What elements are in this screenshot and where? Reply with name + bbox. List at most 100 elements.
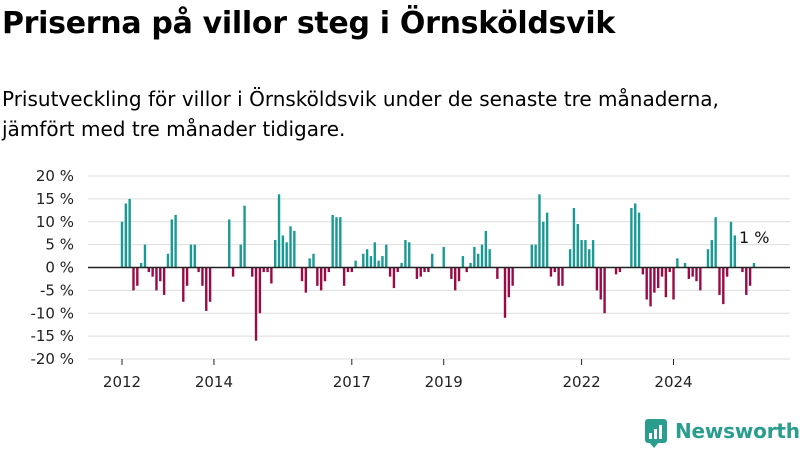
bar [231,267,235,277]
bar [634,203,637,268]
x-tick-label: 2014 [195,373,233,391]
bar [591,240,595,268]
x-axis-ticks: 2012 2014 2017 2019 2022 2024 [103,359,693,391]
y-axis-ticks: 20 % 15 % 10 % 5 % 0 % -5 % -10 % -15 % -20 % [30,167,74,368]
bar [258,267,262,314]
bar [733,235,736,268]
bar [208,267,212,302]
bar [159,267,162,282]
bar [342,267,346,286]
bar [691,267,694,277]
bar [132,267,135,291]
bar [657,267,660,289]
y-tick-label: 20 % [36,167,74,185]
bar [676,258,679,268]
bar [139,262,143,268]
bar [461,256,465,268]
bar [350,267,353,273]
bar [143,244,147,268]
bar [362,253,365,268]
x-tick-label: 2012 [103,373,141,391]
bar [496,267,499,279]
bars [120,194,756,341]
bar [710,240,714,268]
bar [392,267,396,289]
bar [480,244,484,268]
y-tick-label: 5 % [45,236,74,254]
bar [653,267,656,293]
bar [346,267,350,273]
bar [603,267,606,314]
bar [687,267,691,279]
bar [266,267,269,273]
bar [568,249,572,268]
bar [396,267,399,273]
bar [473,246,476,268]
bar [545,212,549,268]
chart-title: Priserna på villor steg i Örnsköldsvik [2,6,615,41]
bar [423,267,426,273]
bar [699,267,702,291]
y-tick-label: -15 % [30,327,74,345]
bar [572,208,576,268]
bar [316,267,319,286]
bar [300,267,304,282]
bar [289,226,292,268]
bar [197,267,200,273]
bar [323,267,327,282]
bar [664,267,668,298]
y-tick-label: -10 % [30,304,74,322]
bar [381,256,384,268]
bar [189,244,193,268]
bar [511,267,514,286]
bar [151,267,154,277]
bar [618,267,622,273]
bar [174,214,177,268]
bar [243,205,246,268]
bar [450,267,453,279]
x-tick-label: 2019 [425,373,463,391]
bar [748,267,752,286]
bar [128,198,131,268]
bar [503,267,507,318]
bar [507,267,511,298]
bar [319,267,323,291]
bar [312,253,315,268]
bar [683,262,687,268]
newsworthy-brand[interactable]: Newsworthy [645,419,800,448]
bar [668,267,671,273]
bar [293,230,296,268]
bar [205,267,208,311]
bar [373,242,376,268]
bar [442,246,445,268]
bar [469,262,472,268]
bar [488,249,491,268]
bar [365,249,369,268]
bar [641,267,645,275]
bar [377,260,380,268]
bar [580,240,583,268]
bar [741,267,744,273]
bar [427,267,430,273]
y-tick-label: 15 % [36,190,74,208]
bar [369,256,373,268]
bar [645,267,648,300]
bar [170,219,173,268]
bar [285,242,288,268]
bar [339,217,342,268]
bar [201,267,204,286]
bar [722,267,725,305]
bar [530,244,534,268]
brand-name: Newsworthy [675,419,800,443]
bar [588,249,591,268]
bar [354,260,357,268]
bar [162,267,166,295]
y-tick-label: 10 % [36,213,74,231]
latest-value-label: 1 % [739,228,769,247]
chart-subtitle: Prisutveckling för villor i Örnsköldsvik… [2,87,719,141]
y-tick-label: -5 % [40,281,74,299]
bar [745,267,748,295]
bar [595,267,599,291]
bar [484,230,488,268]
bar [542,221,545,268]
